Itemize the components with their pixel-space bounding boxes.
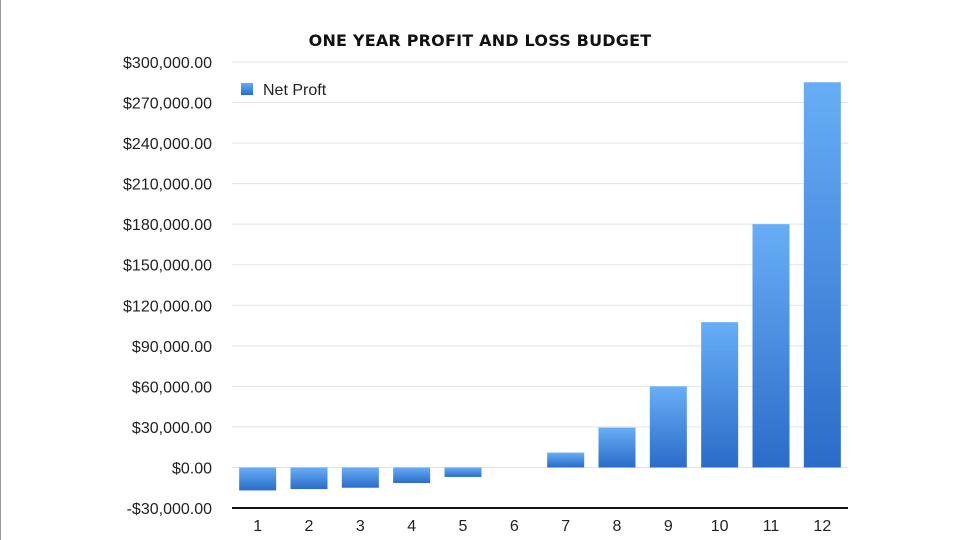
x-tick-label: 1	[253, 518, 262, 535]
y-tick-label: $270,000.00	[123, 96, 212, 113]
x-axis-tick-labels: 1 2 3 4 5 6 7 8 9 10 11 12	[253, 518, 831, 535]
x-tick-label: 2	[305, 518, 314, 535]
x-tick-label: 10	[711, 518, 729, 535]
x-tick-label: 8	[613, 518, 622, 535]
gridlines	[232, 61, 848, 468]
bar-month-11	[752, 224, 790, 468]
y-tick-label: $90,000.00	[132, 339, 212, 356]
legend-swatch	[241, 83, 253, 95]
chart-title: ONE YEAR PROFIT AND LOSS BUDGET	[309, 31, 652, 50]
bar-month-3	[341, 467, 379, 488]
bar-month-8	[598, 427, 636, 468]
x-tick-label: 3	[356, 518, 365, 535]
y-tick-label: $0.00	[172, 460, 212, 477]
y-tick-label: $150,000.00	[123, 258, 212, 275]
y-tick-label: $120,000.00	[123, 298, 212, 315]
x-tick-label: 12	[813, 518, 831, 535]
x-tick-label: 9	[664, 518, 673, 535]
x-tick-label: 11	[763, 518, 780, 535]
bar-month-10	[701, 322, 739, 468]
y-tick-label: -$30,000.00	[127, 501, 213, 518]
y-tick-label: $300,000.00	[123, 55, 212, 72]
y-tick-label: $60,000.00	[132, 379, 212, 396]
x-tick-label: 5	[459, 518, 468, 535]
bar-month-5	[444, 467, 482, 477]
y-tick-label: $210,000.00	[123, 177, 212, 194]
y-axis-tick-labels: -$30,000.00 $0.00 $30,000.00 $60,000.00 $90,…	[123, 55, 212, 518]
legend: Net Proft	[241, 82, 327, 99]
y-tick-label: $180,000.00	[123, 217, 212, 234]
x-tick-label: 4	[407, 518, 416, 535]
bar-month-4	[393, 467, 431, 483]
y-tick-label: $240,000.00	[123, 136, 212, 153]
y-tick-label: $30,000.00	[132, 420, 212, 437]
bar-month-2	[290, 467, 328, 490]
bar-month-7	[547, 452, 585, 468]
bar-month-12	[803, 82, 841, 468]
bar-month-9	[649, 386, 687, 468]
bar-month-1	[239, 467, 277, 491]
x-tick-label: 6	[510, 518, 519, 535]
legend-label: Net Proft	[263, 82, 327, 99]
x-tick-label: 7	[561, 518, 570, 535]
bars	[239, 82, 841, 491]
